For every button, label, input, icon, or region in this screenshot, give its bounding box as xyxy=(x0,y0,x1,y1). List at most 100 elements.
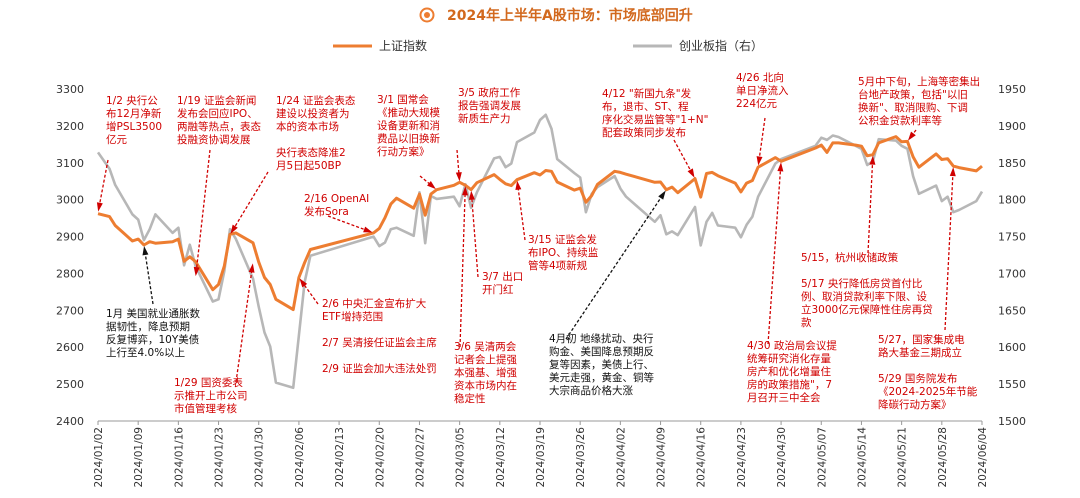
annotation-arrowhead-icon xyxy=(248,263,255,273)
annotation-text: 3/6 吴清两会 xyxy=(454,340,517,353)
annotation-arrow-line xyxy=(516,183,526,241)
annotation-arrow-line xyxy=(867,158,874,254)
annotation-text: 反复博弈，10Y美债 xyxy=(106,333,199,346)
annotation-text: 路大基金三期成立 xyxy=(878,346,962,359)
annotation-text: 两融等热点，表态 xyxy=(177,120,261,133)
x-tick-label: 2024/02/27 xyxy=(414,427,426,488)
x-tick-label: 2024/05/28 xyxy=(937,427,949,488)
annotation-text: 例、取消贷款利率下限、设 xyxy=(801,290,927,303)
x-tick-label: 2024/01/09 xyxy=(133,427,145,488)
annotation-text: 示推开上市公司 xyxy=(174,389,248,402)
annotation-text: 1/29 国资委表 xyxy=(174,376,243,389)
annotation-text: 报告强调发展 xyxy=(458,99,521,112)
x-tick-label: 2024/01/30 xyxy=(254,427,266,488)
annotation-arrowhead-icon xyxy=(427,181,436,190)
annotation-text: 上行至4.0%以上 xyxy=(106,346,185,359)
left-tick-label: 2800 xyxy=(56,267,84,280)
right-tick-label: 1800 xyxy=(998,194,1026,207)
annotation-text: 立3000亿元保障性住房再贷 xyxy=(801,303,933,316)
right-tick-label: 1500 xyxy=(998,415,1026,428)
annotation-arrow-line xyxy=(767,165,782,345)
x-tick-label: 2024/02/13 xyxy=(334,427,346,488)
annotation-text: 款 xyxy=(801,316,812,329)
annotation-text: 1/2 央行公 xyxy=(106,94,158,107)
annotation-text: 单日净流入 xyxy=(736,84,789,97)
annotation-text: 序化交易监管等"1+N" xyxy=(602,113,709,126)
annotation-arrowhead-icon xyxy=(777,162,784,172)
annotation-text: 布12月净新 xyxy=(106,107,162,120)
annotation-arrow-line xyxy=(459,189,466,348)
x-tick-label: 2024/04/09 xyxy=(656,427,668,488)
annotation-text: 换新"、取消限购、下调 xyxy=(858,101,968,114)
right-tick-label: 1950 xyxy=(998,83,1026,96)
annotation-arrowhead-icon xyxy=(949,167,956,177)
annotation-text: 配套政策同步发布 xyxy=(602,126,686,139)
annotation-arrow-line xyxy=(231,171,269,232)
title-group: 2024年上半年A股市场：市场底部回升 xyxy=(419,7,693,24)
annotation-text: 大宗商品价格大涨 xyxy=(549,384,633,397)
x-tick-label: 2024/04/02 xyxy=(615,427,627,488)
x-tick-label: 2024/05/21 xyxy=(897,427,909,488)
right-tick-label: 1900 xyxy=(998,120,1026,133)
left-tick-label: 3300 xyxy=(56,83,84,96)
right-tick-label: 1700 xyxy=(998,267,1026,280)
left-tick-label: 3000 xyxy=(56,194,84,207)
annotation-text: 发布Sora xyxy=(304,205,349,218)
annotation-arrow-line xyxy=(673,139,694,176)
annotation-arrow-line xyxy=(758,117,766,163)
annotation-text: 3/5 政府工作 xyxy=(458,86,521,99)
annotation-text: 4/26 北向 xyxy=(736,71,784,84)
x-tick-label: 2024/01/16 xyxy=(173,427,185,488)
annotation-text: 4/12 "新国九条"发 xyxy=(602,87,692,100)
annotation-arrowhead-icon xyxy=(907,131,916,141)
axes: 2400 2500 2600 2700 2800 2900 3000 3100 3200 3300… xyxy=(56,83,1026,488)
annotation-text: 《2024-2025年节能 xyxy=(878,385,978,398)
annotation-arrow-line xyxy=(143,248,154,305)
annotation-text: 5/15，杭州收储政策 xyxy=(801,251,899,264)
annotation-arrow-line xyxy=(235,266,254,383)
annotation-arrowhead-icon xyxy=(658,190,666,200)
annotation-text: 降碳行动方案》 xyxy=(878,398,952,411)
annotation-arrow-line xyxy=(565,192,665,340)
x-tick-label: 2024/04/30 xyxy=(776,427,788,488)
chart-title: 2024年上半年A股市场：市场底部回升 xyxy=(447,7,693,24)
x-tick-label: 2024/06/04 xyxy=(977,427,989,488)
annotation-text: 2/7 吴清接任证监会主席 xyxy=(322,336,437,349)
x-tick-label: 2024/01/23 xyxy=(214,427,226,488)
left-tick-label: 2500 xyxy=(56,378,84,391)
x-tick-label: 2024/01/02 xyxy=(93,427,105,488)
annotation-text: 投融资协调发展 xyxy=(177,133,251,146)
annotation-text: 1月 美国就业通胀数 xyxy=(106,307,201,320)
x-tick-label: 2024/03/26 xyxy=(575,427,587,488)
title-bullet-icon xyxy=(419,7,435,23)
annotation-arrow-line xyxy=(419,175,434,188)
right-tick-label: 1750 xyxy=(998,231,1026,244)
right-tick-label: 1650 xyxy=(998,304,1026,317)
annotation-text: 台地产政策，包括"以旧 xyxy=(858,88,968,101)
annotation-text: 1/24 证监会表态 xyxy=(276,94,356,107)
annotation-arrowhead-icon xyxy=(462,186,469,196)
annotation-text: 建设以投资者为 xyxy=(276,107,350,120)
annotation-text: 行动方案》 xyxy=(377,145,430,158)
right-tick-label: 1550 xyxy=(998,378,1026,391)
annotation-text: 美元走强，黄金、铜等 xyxy=(549,371,654,384)
annotation-text: 5/17 央行降低房贷首付比 xyxy=(801,277,922,290)
annotation-text: 本强基、增强 xyxy=(454,366,517,379)
x-tick-label: 2024/04/23 xyxy=(736,427,748,488)
x-tick-label: 2024/03/05 xyxy=(455,427,467,488)
annotation-text: 设备更新和消 xyxy=(377,119,440,132)
annotation-text: 开门红 xyxy=(482,283,514,296)
series-line-sse xyxy=(97,135,983,312)
left-tick-label: 3200 xyxy=(56,120,84,133)
legend: 上证指数 创业板指（右） xyxy=(333,38,763,53)
left-tick-label: 2400 xyxy=(56,415,84,428)
annotation-text: 发布会回应IPO、 xyxy=(177,107,258,120)
annotation-text: 月召开三中全会 xyxy=(747,391,821,404)
annotation-arrowhead-icon xyxy=(96,202,103,212)
annotation-text: 3/15 证监会发 xyxy=(528,233,597,246)
annotation-text: 购金、美国降息预期反 xyxy=(549,345,654,358)
annotation-text: ETF增持范围 xyxy=(322,310,383,323)
annotation-arrowhead-icon xyxy=(515,180,522,191)
annotation-text: 房产和优化增量住 xyxy=(747,365,831,378)
x-tick-label: 2024/03/12 xyxy=(495,427,507,488)
